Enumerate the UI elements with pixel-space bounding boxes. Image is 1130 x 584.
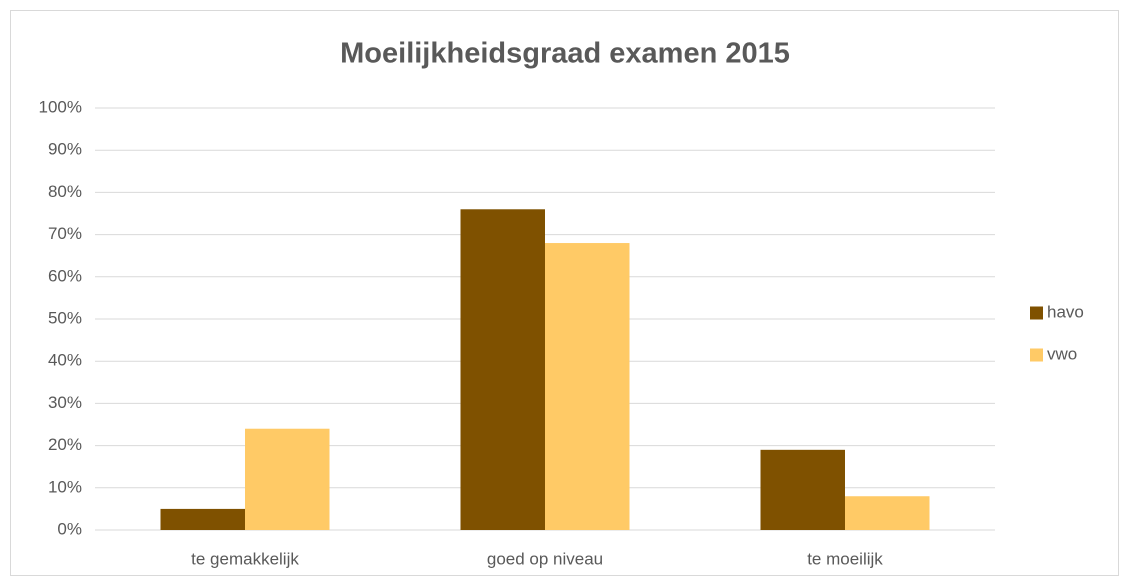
- bar: [760, 449, 845, 530]
- legend-label: vwo: [1047, 344, 1077, 363]
- y-tick-label: 70%: [48, 224, 82, 243]
- y-tick-label: 80%: [48, 182, 82, 201]
- legend-swatch: [1030, 306, 1043, 320]
- x-tick-label: goed op niveau: [487, 549, 603, 568]
- y-tick-label: 10%: [48, 477, 82, 496]
- x-tick-label: te gemakkelijk: [191, 549, 299, 568]
- legend-label: havo: [1047, 302, 1084, 321]
- legend-swatch: [1030, 348, 1043, 362]
- bar: [245, 428, 330, 530]
- y-tick-label: 90%: [48, 140, 82, 159]
- y-tick-label: 40%: [48, 351, 82, 370]
- bar: [545, 243, 630, 531]
- x-tick-label: te moeilijk: [807, 549, 883, 568]
- bar: [845, 496, 930, 530]
- y-tick-label: 20%: [48, 435, 82, 454]
- y-tick-label: 0%: [57, 519, 82, 538]
- bar: [460, 209, 545, 530]
- bar: [160, 508, 245, 530]
- y-tick-label: 100%: [39, 97, 82, 116]
- chart-title: Moeilijkheidsgraad examen 2015: [340, 38, 790, 70]
- y-tick-label: 60%: [48, 266, 82, 285]
- y-tick-label: 30%: [48, 393, 82, 412]
- y-tick-label: 50%: [48, 308, 82, 327]
